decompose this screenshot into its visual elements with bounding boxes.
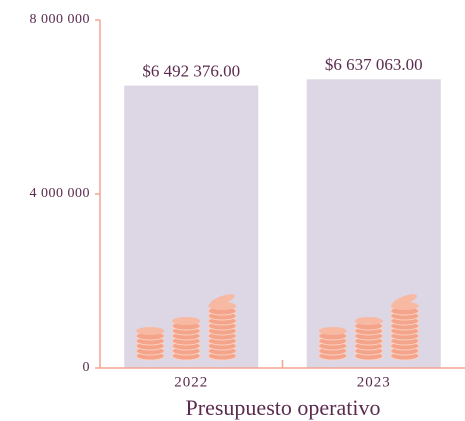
x-tick-label: 2023 [357,374,391,390]
chart-title: Presupuesto operativo [186,395,381,420]
coin [172,317,201,325]
y-tick-label: 4 000 000 [30,186,91,201]
coin [318,327,347,335]
value-label: $6 637 063.00 [325,55,423,74]
coin-icon [318,294,420,361]
value-label: $6 492 376.00 [142,61,240,80]
coin-icon [135,294,237,361]
coin [209,294,235,306]
x-tick-label: 2022 [174,374,208,390]
y-tick-label: 0 [83,360,91,375]
coin [392,294,418,306]
y-tick-label: 8 000 000 [30,12,91,27]
coin [354,317,383,325]
coin [136,327,165,335]
